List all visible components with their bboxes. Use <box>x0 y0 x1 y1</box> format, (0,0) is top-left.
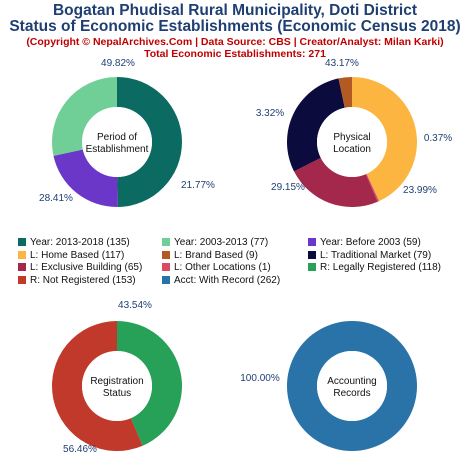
legend-label: Year: 2013-2018 (135) <box>30 237 130 248</box>
donut-center-label: Records <box>333 388 370 399</box>
legend-item: Year: 2013-2018 (135) <box>18 237 130 249</box>
legend-label: L: Traditional Market (79) <box>320 249 432 261</box>
donut-slice <box>117 77 182 207</box>
donut-slice <box>117 321 182 446</box>
donut-hole <box>82 351 152 421</box>
legend-label: L: Exclusive Building (65) <box>30 262 143 273</box>
donut-hole <box>82 107 152 177</box>
slice-percent-label: 23.99% <box>403 185 437 196</box>
legend-label: L: Other Locations (1) <box>174 262 271 273</box>
legend-swatch <box>18 275 26 284</box>
donut-slice <box>53 149 118 208</box>
legend-swatch <box>162 275 170 284</box>
slice-percent-label: 100.00% <box>240 373 280 384</box>
slice-percent-label: 56.46% <box>63 444 97 455</box>
donut-center-label: Location <box>333 144 371 155</box>
chart-header: Bogatan Phudisal Rural Municipality, Dot… <box>0 0 470 61</box>
copyright-note: (Copyright © NepalArchives.Com | Data So… <box>26 36 444 48</box>
legend-swatch <box>162 263 170 271</box>
donut-slice <box>51 321 143 451</box>
slice-percent-label: 29.15% <box>271 182 305 193</box>
slice-percent-label: 0.37% <box>424 133 452 144</box>
legend-label: Year: Before 2003 (59) <box>320 237 421 248</box>
donut-slice <box>352 77 418 202</box>
legend-swatch <box>162 250 170 259</box>
donut-center-label: Physical <box>333 132 370 143</box>
legend-item: R: Legally Registered (118) <box>308 262 441 274</box>
legend-item: L: Other Locations (1) <box>162 262 271 274</box>
slice-percent-label: 49.82% <box>101 58 135 69</box>
legend-item: R: Not Registered (153) <box>18 275 136 287</box>
total-establishments: Total Economic Establishments: 271 <box>144 48 326 60</box>
legend-item: L: Traditional Market (79) <box>308 250 431 262</box>
legend-label: L: Brand Based (9) <box>174 249 258 261</box>
donut-slice <box>365 173 380 202</box>
donut-center-label: Accounting <box>327 376 376 387</box>
donut-center-label: Registration <box>90 376 143 387</box>
slice-percent-label: 28.41% <box>39 193 73 204</box>
donut-slice <box>52 77 117 156</box>
legend-item: Year: 2003-2013 (77) <box>162 237 268 249</box>
legend-item: Year: Before 2003 (59) <box>308 237 421 249</box>
chart-title-line2: Status of Economic Establishments (Econo… <box>9 18 461 35</box>
legend-swatch <box>308 263 316 271</box>
legend-swatch <box>308 238 316 246</box>
legend-item: Acct: With Record (262) <box>162 275 280 287</box>
slice-percent-label: 21.77% <box>181 180 215 191</box>
donut-slice <box>338 77 352 108</box>
slice-percent-label: 43.54% <box>118 300 152 311</box>
legend-swatch <box>18 250 26 259</box>
slice-percent-label: 43.17% <box>325 58 359 69</box>
legend-item: L: Brand Based (9) <box>162 250 258 262</box>
donut-hole <box>317 351 387 421</box>
donut-center-label: Period of <box>97 132 137 143</box>
legend-label: Acct: With Record (262) <box>174 274 281 286</box>
donut-slice <box>294 157 378 207</box>
chart-title-line1: Bogatan Phudisal Rural Municipality, Dot… <box>52 2 417 19</box>
legend-swatch <box>308 250 316 259</box>
donut-center-label: Status <box>103 388 131 399</box>
donut-center-label: Establishment <box>86 144 149 155</box>
legend-label: R: Legally Registered (118) <box>320 262 441 273</box>
legend-label: Year: 2003-2013 (77) <box>174 237 269 248</box>
legend-item: L: Home Based (117) <box>18 250 124 262</box>
legend-item: L: Exclusive Building (65) <box>18 262 142 274</box>
legend-label: L: Home Based (117) <box>30 249 125 261</box>
donut-slice <box>286 321 417 451</box>
legend-label: R: Not Registered (153) <box>30 274 136 286</box>
legend-swatch <box>162 238 170 246</box>
legend-swatch <box>18 263 26 271</box>
donut-hole <box>317 107 387 177</box>
legend-swatch <box>18 238 26 246</box>
slice-percent-label: 3.32% <box>256 108 284 119</box>
donut-slice <box>287 78 345 172</box>
